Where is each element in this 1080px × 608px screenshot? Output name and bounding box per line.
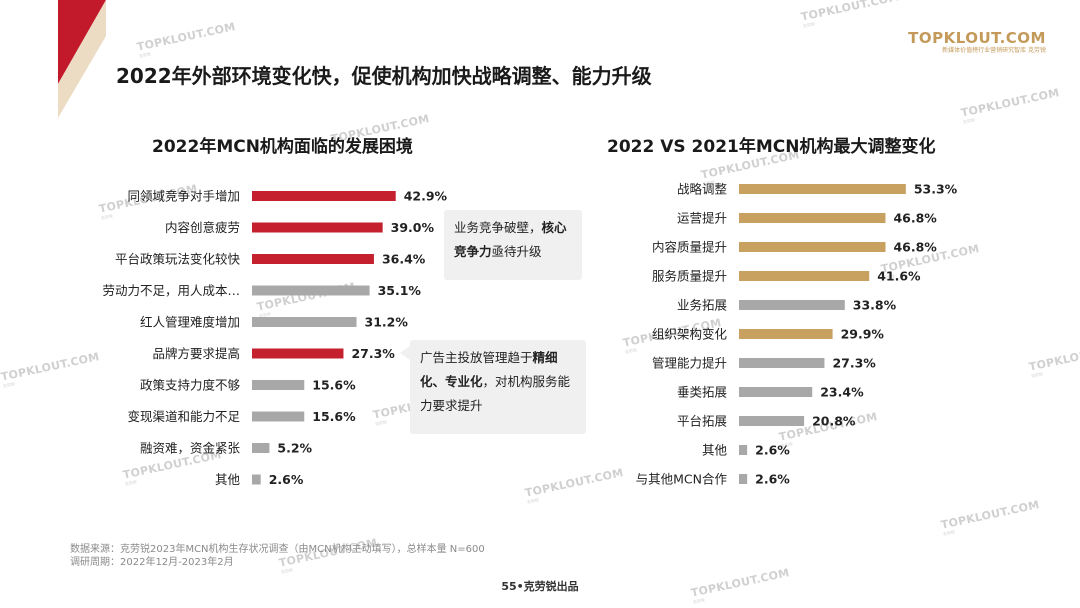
right-value-label: 2.6% [755, 472, 790, 487]
right-category-label: 垂类拓展 [677, 385, 727, 400]
right-value-label: 27.3% [832, 356, 876, 371]
left-value-label: 42.9% [404, 189, 448, 204]
right-bar [739, 271, 870, 281]
left-value-label: 39.0% [391, 220, 435, 235]
right-value-label: 33.8% [853, 298, 897, 313]
right-category-label: 平台拓展 [677, 414, 727, 429]
right-value-label: 46.8% [893, 240, 937, 255]
left-bar [252, 411, 305, 422]
left-bar [252, 474, 261, 485]
left-bar [252, 317, 357, 327]
left-bar [252, 222, 383, 233]
left-value-label: 2.6% [269, 472, 304, 487]
left-value-label: 15.6% [312, 409, 356, 424]
right-value-label: 41.6% [877, 269, 921, 284]
callout-advertiser: 广告主投放管理趋于精细化、专业化，对机构服务能力要求提升 [410, 340, 586, 434]
footnote-line: 调研周期：2022年12月-2023年2月 [70, 557, 234, 568]
brand-name: TOPKLOUT.COM [908, 29, 1046, 47]
left-bar [252, 191, 396, 201]
right-bar [739, 474, 748, 484]
data-source-note: 数据来源：克劳锐2023年MCN机构生存状况调查（由MCN机构主动填写），总样本… [70, 543, 485, 569]
right-bar [739, 184, 906, 194]
left-value-label: 27.3% [351, 346, 395, 361]
left-value-label: 15.6% [312, 378, 356, 393]
left-bar [252, 285, 370, 296]
left-category-label: 变现渠道和能力不足 [127, 409, 240, 424]
right-bar [739, 387, 813, 397]
right-category-label: 管理能力提升 [652, 356, 727, 371]
right-category-label: 与其他MCN合作 [636, 472, 728, 487]
right-category-label: 组织架构变化 [652, 327, 728, 342]
callout-competition: 业务竞争破壁，核心竞争力亟待升级 [444, 210, 582, 280]
right-value-label: 53.3% [914, 182, 958, 197]
page-footer: 55•克劳锐出品 [501, 580, 579, 593]
right-value-label: 46.8% [893, 211, 937, 226]
left-category-label: 红人管理难度增加 [140, 315, 240, 330]
left-value-label: 5.2% [277, 441, 312, 456]
left-bar [252, 348, 344, 359]
right-chart-title: 2022 VS 2021年MCN机构最大调整变化 [607, 137, 936, 157]
right-value-label: 20.8% [812, 414, 856, 429]
brand-logo: TOPKLOUT.COM 新媒体价值榜行业营销研究智库 克劳锐 [908, 30, 1046, 55]
right-value-label: 29.9% [841, 327, 885, 342]
right-category-label: 战略调整 [677, 182, 728, 197]
left-category-label: 内容创意疲劳 [165, 220, 240, 235]
left-value-label: 31.2% [365, 315, 409, 330]
right-bar [739, 416, 805, 426]
left-value-label: 35.1% [378, 283, 422, 298]
right-bar [739, 300, 845, 310]
footnote-line: 数据来源：克劳锐2023年MCN机构生存状况调查（由MCN机构主动填写），总样本… [70, 544, 485, 555]
right-bar [739, 358, 825, 368]
right-category-label: 内容质量提升 [652, 240, 727, 255]
callout-arrow [400, 346, 410, 360]
right-bar [739, 213, 886, 223]
right-bar [739, 242, 886, 252]
brand-tagline: 新媒体价值榜行业营销研究智库 克劳锐 [942, 47, 1046, 54]
left-category-label: 同领域竞争对手增加 [127, 189, 240, 204]
left-category-label: 平台政策玩法变化较快 [115, 252, 241, 267]
left-bar [252, 443, 270, 453]
left-value-label: 36.4% [382, 252, 426, 267]
left-category-label: 融资难，资金紧张 [140, 441, 241, 456]
right-category-label: 服务质量提升 [652, 269, 727, 284]
right-bar [739, 445, 748, 455]
left-bar [252, 254, 374, 264]
left-category-label: 政策支持力度不够 [140, 378, 241, 393]
left-category-label: 其他 [215, 472, 241, 487]
left-chart-title: 2022年MCN机构面临的发展困境 [152, 137, 413, 157]
right-category-label: 其他 [702, 443, 728, 458]
corner-beige-shape [58, 0, 106, 118]
right-value-label: 23.4% [820, 385, 864, 400]
right-category-label: 运营提升 [677, 211, 727, 226]
right-category-label: 业务拓展 [677, 298, 727, 313]
right-bar [739, 329, 833, 339]
right-value-label: 2.6% [755, 443, 790, 458]
left-category-label: 劳动力不足，用人成本… [102, 283, 240, 298]
corner-decoration [58, 0, 106, 118]
left-category-label: 品牌方要求提高 [152, 346, 240, 361]
left-bar [252, 380, 305, 390]
page-title: 2022年外部环境变化快，促使机构加快战略调整、能力升级 [116, 64, 652, 88]
